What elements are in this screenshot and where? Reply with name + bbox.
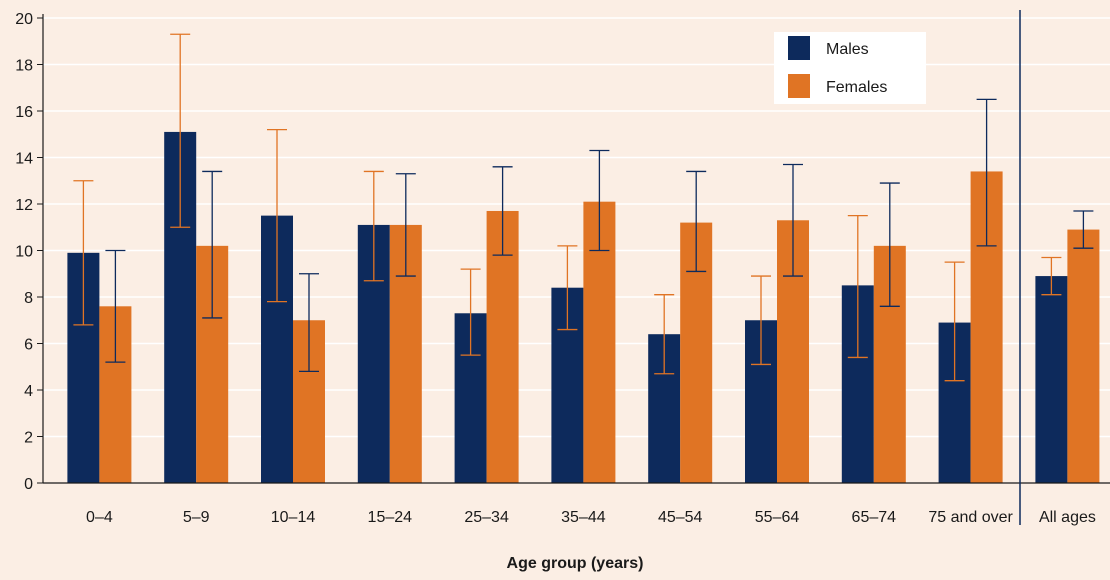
x-tick-label: 0–4 [86, 509, 113, 526]
x-tick-label: 45–54 [658, 509, 703, 526]
legend-swatch-females [788, 74, 810, 98]
x-tick-label: All ages [1039, 509, 1096, 526]
y-tick-label: 10 [15, 244, 33, 261]
x-tick-label: 35–44 [561, 509, 606, 526]
y-tick-label: 14 [15, 151, 33, 168]
y-tick-label: 0 [24, 476, 33, 493]
bar-females [1067, 229, 1100, 483]
legend-label-females: Females [826, 79, 887, 96]
tick-labels: 0 2 4 6 8 10 12 14 16 18 20 0–4 5–9 10–14 15–24 25–34 35… [15, 11, 1096, 526]
x-tick-label: 5–9 [183, 509, 210, 526]
legend-label-males: Males [826, 41, 869, 58]
y-tick-label: 12 [15, 197, 33, 214]
legend-swatch-males [788, 36, 810, 60]
axes [37, 10, 1110, 525]
x-tick-label: 75 and over [928, 509, 1013, 526]
bars [67, 131, 1100, 484]
bar-females [486, 210, 519, 483]
bar-males [1035, 276, 1068, 483]
x-axis-title: Age group (years) [507, 555, 644, 572]
error-bars [73, 33, 1094, 382]
y-tick-label: 16 [15, 104, 33, 121]
x-tick-label: 10–14 [271, 509, 316, 526]
y-tick-label: 8 [24, 290, 33, 307]
x-tick-label: 55–64 [755, 509, 800, 526]
y-tick-label: 20 [15, 11, 33, 28]
y-tick-label: 2 [24, 430, 33, 447]
y-tick-label: 6 [24, 337, 33, 354]
y-tick-label: 18 [15, 58, 33, 75]
legend: Males Females [774, 32, 926, 104]
x-tick-label: 15–24 [368, 509, 413, 526]
y-tick-label: 4 [24, 383, 33, 400]
x-tick-label: 25–34 [464, 509, 509, 526]
x-tick-label: 65–74 [852, 509, 897, 526]
